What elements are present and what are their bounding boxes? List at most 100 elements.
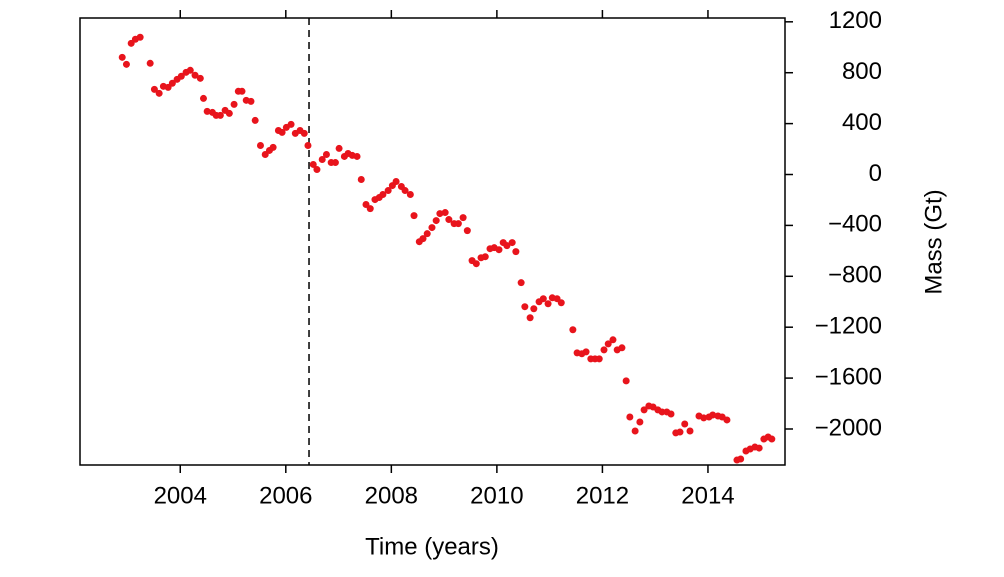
y-axis-label: Mass (Gt): [920, 189, 947, 294]
data-point: [186, 66, 194, 74]
x-tick-label: 2010: [470, 482, 523, 509]
data-point: [216, 111, 224, 119]
x-tick-label: 2008: [365, 482, 418, 509]
data-point: [512, 248, 520, 256]
data-point: [203, 107, 211, 115]
data-point: [278, 128, 286, 136]
y-tick-label: −800: [828, 262, 882, 289]
data-point: [432, 217, 440, 225]
x-tick-label: 2014: [681, 482, 734, 509]
data-point: [191, 71, 199, 79]
data-point: [335, 144, 343, 152]
data-point: [300, 129, 308, 137]
y-tick-label: 1200: [829, 7, 882, 34]
data-point: [392, 178, 400, 186]
x-axis-label: Time (years): [365, 533, 499, 560]
data-point: [353, 152, 361, 160]
plot-frame: [79, 17, 786, 466]
x-tick-label: 2006: [259, 482, 312, 509]
data-point: [768, 435, 776, 443]
data-point: [582, 348, 590, 356]
data-point: [357, 175, 365, 183]
data-point: [544, 300, 552, 308]
data-point: [709, 411, 717, 419]
data-point: [454, 220, 462, 228]
data-point: [428, 224, 436, 232]
data-point: [230, 100, 238, 108]
data-point: [318, 155, 326, 163]
data-point: [539, 295, 547, 303]
y-tick-label: 400: [842, 109, 882, 136]
data-point: [737, 455, 745, 463]
data-point: [331, 159, 339, 167]
y-tick-label: 0: [869, 160, 882, 187]
data-point: [177, 72, 185, 80]
data-point: [626, 413, 634, 421]
data-point: [118, 53, 126, 61]
data-point: [676, 428, 684, 436]
data-point: [609, 336, 617, 344]
x-tick-label: 2004: [154, 482, 207, 509]
data-point: [199, 94, 207, 102]
data-point: [604, 340, 612, 348]
y-tick-label: −400: [828, 211, 882, 238]
y-tick-label: −1200: [815, 313, 882, 340]
data-point: [600, 346, 608, 354]
data-point: [196, 74, 204, 82]
data-point: [517, 279, 525, 287]
data-point: [508, 239, 516, 247]
data-point: [410, 212, 418, 220]
data-point: [521, 303, 529, 311]
data-point: [631, 427, 639, 435]
data-point: [251, 116, 259, 124]
data-point: [122, 60, 130, 68]
data-point: [168, 79, 176, 87]
data-point: [700, 414, 708, 422]
data-point: [436, 210, 444, 218]
data-point: [481, 253, 489, 261]
y-tick-label: −2000: [815, 414, 882, 441]
data-point: [530, 305, 538, 313]
data-point: [309, 160, 317, 168]
data-point: [313, 166, 321, 174]
data-point: [618, 344, 626, 352]
data-point: [423, 230, 431, 238]
data-point: [495, 246, 503, 254]
data-point: [247, 97, 255, 105]
data-point: [445, 216, 453, 224]
data-point: [366, 205, 374, 213]
data-point: [622, 377, 630, 385]
data-point: [640, 406, 648, 414]
data-point: [419, 235, 427, 243]
y-tick-label: 800: [842, 58, 882, 85]
data-point: [557, 299, 565, 307]
data-point: [636, 418, 644, 426]
x-tick-label: 2012: [576, 482, 629, 509]
data-point: [459, 214, 467, 222]
data-point: [463, 227, 471, 235]
data-point: [595, 355, 603, 363]
data-point: [304, 141, 312, 149]
data-point: [238, 87, 246, 95]
y-tick-label: −1600: [815, 363, 882, 390]
data-point: [225, 109, 233, 117]
data-point: [681, 420, 689, 428]
data-point: [406, 190, 414, 198]
data-point: [503, 242, 511, 250]
data-point: [472, 260, 480, 268]
data-point: [150, 85, 158, 93]
data-point: [755, 444, 763, 452]
data-point: [569, 326, 577, 334]
data-point: [287, 120, 295, 128]
data-point: [155, 89, 163, 97]
data-point: [723, 416, 731, 424]
data-point: [401, 187, 409, 195]
data-point: [136, 33, 144, 41]
data-point: [384, 187, 392, 195]
data-point: [379, 190, 387, 198]
data-point: [322, 151, 330, 159]
data-point: [146, 59, 154, 67]
data-point: [256, 141, 264, 149]
